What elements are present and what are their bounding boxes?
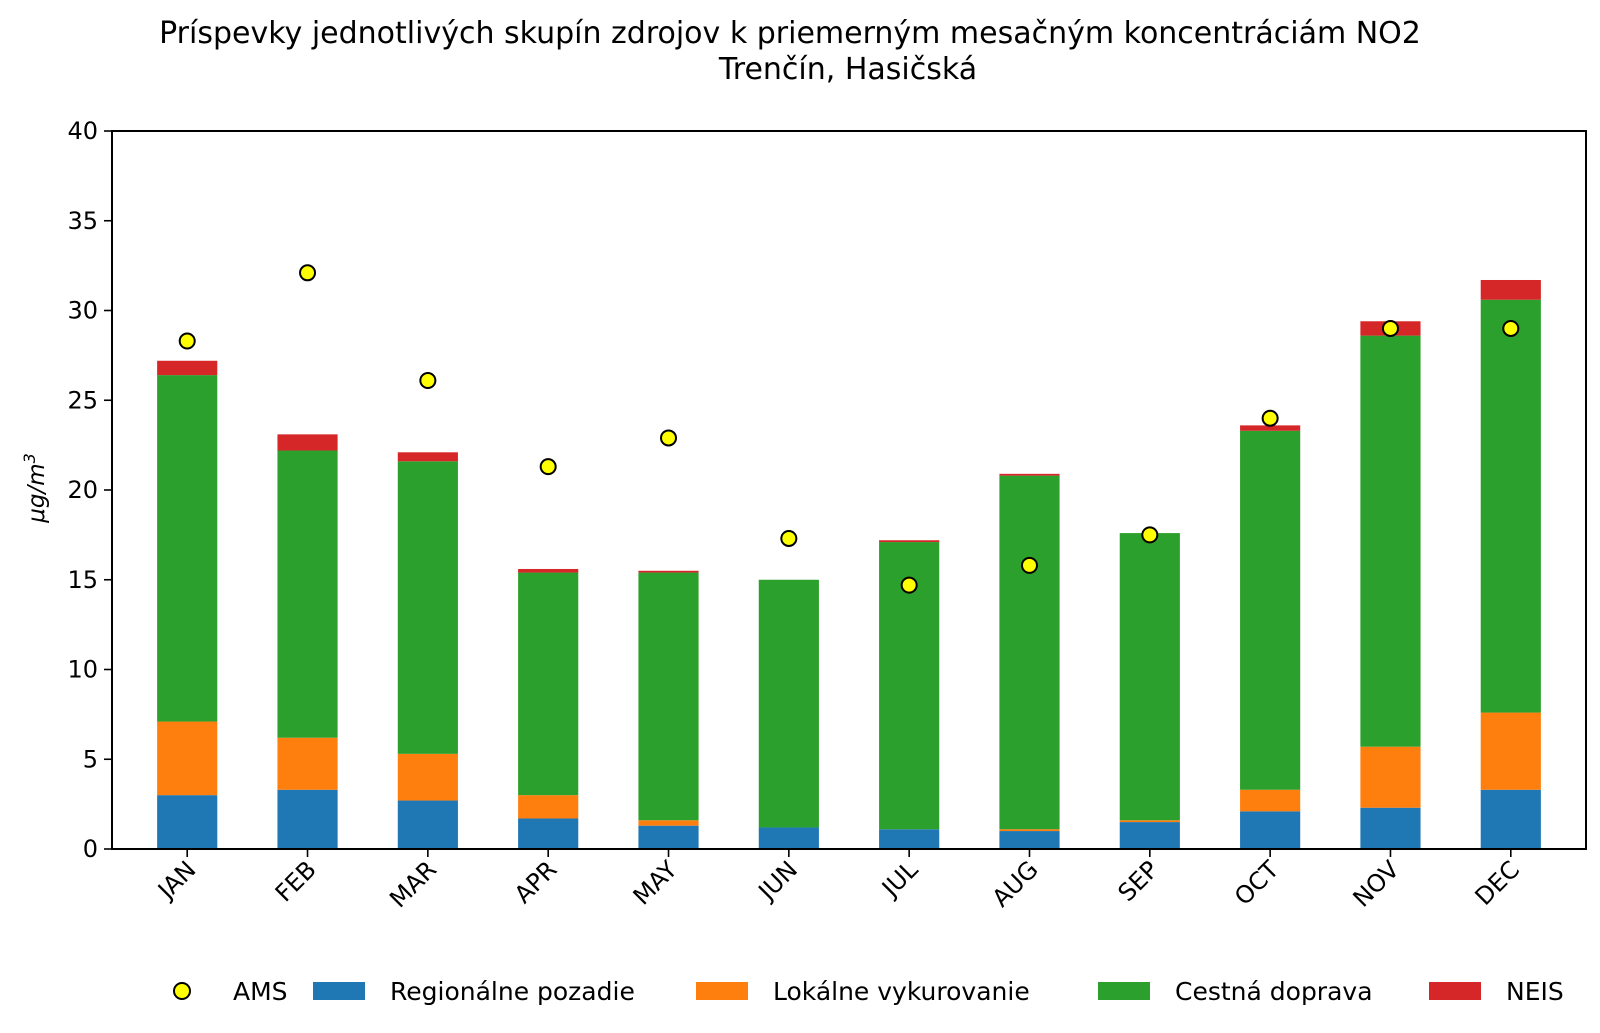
bar-dec-series-2	[1480, 299, 1541, 713]
ams-point-jul	[900, 576, 918, 594]
bar-oct-series-0	[1240, 811, 1301, 849]
bar-mar-series-3	[397, 452, 458, 462]
bar-apr-series-1	[518, 795, 579, 819]
bar-sep-series-2	[1119, 533, 1180, 821]
legend-swatch-2	[1098, 982, 1150, 1000]
y-tick-label: 30	[67, 297, 98, 325]
bar-aug-series-1	[999, 829, 1060, 832]
bar-apr-series-3	[518, 568, 579, 573]
x-tick-label-apr: APR	[509, 855, 562, 908]
bar-sep-series-1	[1119, 820, 1180, 823]
bar-nov-series-0	[1360, 807, 1421, 849]
ams-point-dec	[1502, 319, 1520, 337]
y-tick-label: 40	[67, 117, 98, 145]
x-tick-label-feb: FEB	[270, 855, 322, 907]
x-tick-label-aug: AUG	[987, 855, 1044, 912]
bar-jan-series-2	[157, 375, 218, 722]
x-tick-label-nov: NOV	[1348, 855, 1406, 913]
legend-label-3: Cestná doprava	[1175, 977, 1373, 1006]
bar-sep-series-0	[1119, 822, 1180, 849]
bar-dec-series-3	[1480, 279, 1541, 300]
x-tick-label-sep: SEP	[1113, 855, 1165, 907]
bar-may-series-3	[638, 570, 699, 573]
legend-marker-ams	[173, 982, 191, 1000]
ams-point-aug	[1020, 556, 1038, 574]
bar-jan-series-0	[157, 795, 218, 849]
bar-may-series-1	[638, 820, 699, 826]
y-tick-label: 35	[67, 207, 98, 235]
x-tick-label-jun: JUN	[752, 855, 803, 906]
bar-feb-series-3	[277, 434, 338, 451]
legend-swatch-0	[313, 982, 365, 1000]
bar-feb-series-1	[277, 737, 338, 790]
bar-dec-series-1	[1480, 712, 1541, 790]
bar-jul-series-0	[879, 829, 940, 849]
bar-feb-series-2	[277, 450, 338, 738]
ams-point-jan	[178, 332, 196, 350]
bar-oct-series-2	[1240, 430, 1301, 790]
ams-point-apr	[539, 458, 557, 476]
ams-point-may	[660, 429, 678, 447]
x-tick-label-may: MAY	[628, 855, 683, 910]
bar-mar-series-1	[397, 753, 458, 801]
bar-aug-series-2	[999, 475, 1060, 830]
bar-feb-series-0	[277, 789, 338, 849]
legend-label-4: NEIS	[1506, 977, 1564, 1006]
x-axis: JAN FEB MAR APR MAY JUN JUL AUG SEP OCT NOV DEC	[151, 849, 1525, 913]
x-tick-label-oct: OCT	[1229, 855, 1285, 911]
bar-dec-series-0	[1480, 789, 1541, 849]
y-tick-label: 15	[67, 566, 98, 594]
x-tick-label-dec: DEC	[1470, 855, 1525, 910]
bar-oct-series-3	[1240, 425, 1301, 431]
bars-group	[157, 279, 1541, 849]
x-tick-label-mar: MAR	[384, 855, 442, 913]
x-tick-label-jan: JAN	[151, 855, 201, 905]
bar-apr-series-0	[518, 818, 579, 849]
legend-label-0: AMS	[233, 977, 288, 1006]
bar-aug-series-3	[999, 473, 1060, 476]
bar-may-series-2	[638, 572, 699, 821]
y-tick-label: 20	[67, 476, 98, 504]
y-tick-label: 25	[67, 386, 98, 414]
y-tick-label: 5	[83, 745, 98, 773]
ams-point-nov	[1381, 319, 1399, 337]
bar-jun-series-2	[758, 579, 819, 828]
bar-aug-series-0	[999, 831, 1060, 849]
bar-jun-series-0	[758, 827, 819, 849]
x-tick-label-jul: JUL	[875, 855, 924, 904]
bar-mar-series-0	[397, 800, 458, 849]
y-axis-label: μg/m3	[20, 453, 50, 524]
ams-point-mar	[419, 372, 437, 390]
chart-title: Príspevky jednotlivých skupín zdrojov k …	[159, 16, 1421, 51]
bar-nov-series-2	[1360, 335, 1421, 747]
y-axis: 0 5 10 15 20 25 30 35 40	[67, 117, 112, 863]
bar-nov-series-1	[1360, 746, 1421, 808]
bar-apr-series-2	[518, 572, 579, 796]
bar-jul-series-3	[879, 540, 940, 543]
legend-label-1: Regionálne pozadie	[390, 977, 635, 1006]
plot-frame	[111, 130, 1587, 850]
bar-oct-series-1	[1240, 789, 1301, 812]
bar-mar-series-2	[397, 461, 458, 754]
ams-point-oct	[1261, 409, 1279, 427]
bar-jan-series-3	[157, 360, 218, 376]
legend-swatch-3	[1429, 982, 1481, 1000]
legend-swatch-1	[696, 982, 748, 1000]
ams-point-feb	[299, 264, 317, 282]
chart-subtitle: Trenčín, Hasičská	[718, 52, 977, 87]
y-tick-label: 0	[83, 835, 98, 863]
y-tick-label: 10	[67, 656, 98, 684]
ams-point-jun	[780, 529, 798, 547]
bar-jan-series-1	[157, 721, 218, 796]
ams-point-sep	[1141, 526, 1159, 544]
bar-may-series-0	[638, 825, 699, 849]
ams-markers-group	[178, 264, 1520, 594]
legend-label-2: Lokálne vykurovanie	[773, 977, 1030, 1006]
legend: AMS Regionálne pozadie Lokálne vykurovanie…	[173, 977, 1564, 1006]
